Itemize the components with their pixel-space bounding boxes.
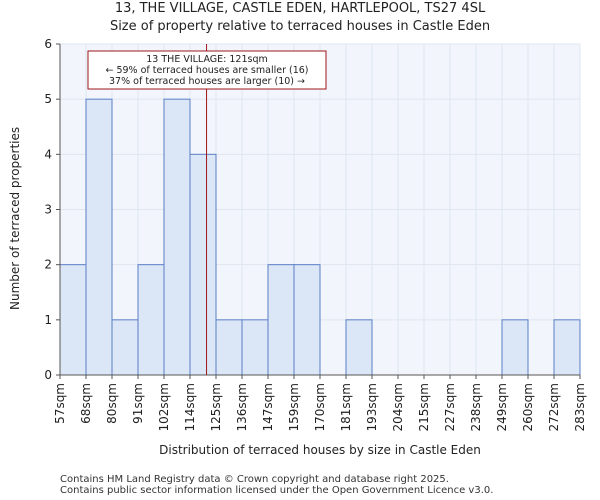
- x-tick-label-5: 114sqm: [183, 383, 197, 431]
- chart-title: 13, THE VILLAGE, CASTLE EDEN, HARTLEPOOL…: [114, 1, 486, 16]
- y-tick-label-3: 3: [44, 203, 52, 217]
- annotation-line-1: ← 59% of terraced houses are smaller (16…: [105, 65, 308, 76]
- x-tick-label-13: 204sqm: [391, 383, 405, 431]
- x-tick-label-7: 136sqm: [235, 383, 249, 431]
- y-tick-label-6: 6: [44, 37, 52, 51]
- x-tick-label-20: 283sqm: [573, 383, 587, 431]
- annotation-box: [87, 50, 327, 90]
- histogram-bar-8: [267, 264, 295, 376]
- annotation-line-0: 13 THE VILLAGE: 121sqm: [146, 54, 267, 65]
- footer-line-2: Contains public sector information licen…: [60, 485, 494, 496]
- x-tick-label-6: 125sqm: [209, 383, 223, 431]
- histogram-bar-0: [59, 264, 87, 376]
- footer-line-1: Contains HM Land Registry data © Crown c…: [60, 474, 449, 485]
- x-tick-label-8: 147sqm: [261, 383, 275, 431]
- x-tick-label-19: 272sqm: [547, 383, 561, 431]
- x-tick-label-4: 102sqm: [157, 383, 171, 431]
- y-axis-label: Number of terraced properties: [8, 126, 22, 310]
- x-tick-label-18: 260sqm: [521, 383, 535, 431]
- y-tick-label-2: 2: [44, 258, 52, 272]
- x-tick-label-10: 170sqm: [313, 383, 327, 431]
- x-tick-label-15: 227sqm: [443, 383, 457, 431]
- y-tick-label-5: 5: [44, 92, 52, 106]
- y-tick-label-4: 4: [44, 147, 52, 161]
- x-tick-label-9: 159sqm: [287, 383, 301, 431]
- chart-subtitle: Size of property relative to terraced ho…: [109, 19, 491, 34]
- annotation-line-2: 37% of terraced houses are larger (10) →: [109, 76, 305, 87]
- histogram-bar-9: [293, 264, 321, 376]
- x-tick-label-11: 181sqm: [339, 383, 353, 431]
- x-tick-label-3: 91sqm: [131, 383, 145, 424]
- x-tick-label-14: 215sqm: [417, 383, 431, 431]
- histogram-bar-17: [501, 319, 529, 376]
- x-tick-label-1: 68sqm: [79, 383, 93, 424]
- histogram-bar-3: [137, 264, 165, 376]
- histogram-bar-5: [189, 153, 217, 376]
- histogram-bar-11: [345, 319, 373, 376]
- histogram-bar-19: [553, 319, 581, 376]
- x-tick-label-0: 57sqm: [53, 383, 67, 424]
- histogram-bar-4: [163, 98, 191, 376]
- histogram-bar-2: [111, 319, 139, 376]
- histogram-bar-7: [241, 319, 269, 376]
- x-axis-label: Distribution of terraced houses by size …: [159, 443, 481, 457]
- x-tick-label-17: 249sqm: [495, 383, 509, 431]
- histogram-bar-6: [215, 319, 243, 376]
- x-tick-label-16: 238sqm: [469, 383, 483, 431]
- x-tick-label-12: 193sqm: [365, 383, 379, 431]
- histogram-bar-1: [85, 98, 113, 376]
- y-tick-label-1: 1: [44, 313, 52, 327]
- y-tick-label-0: 0: [44, 368, 52, 382]
- x-tick-label-2: 80sqm: [105, 383, 119, 424]
